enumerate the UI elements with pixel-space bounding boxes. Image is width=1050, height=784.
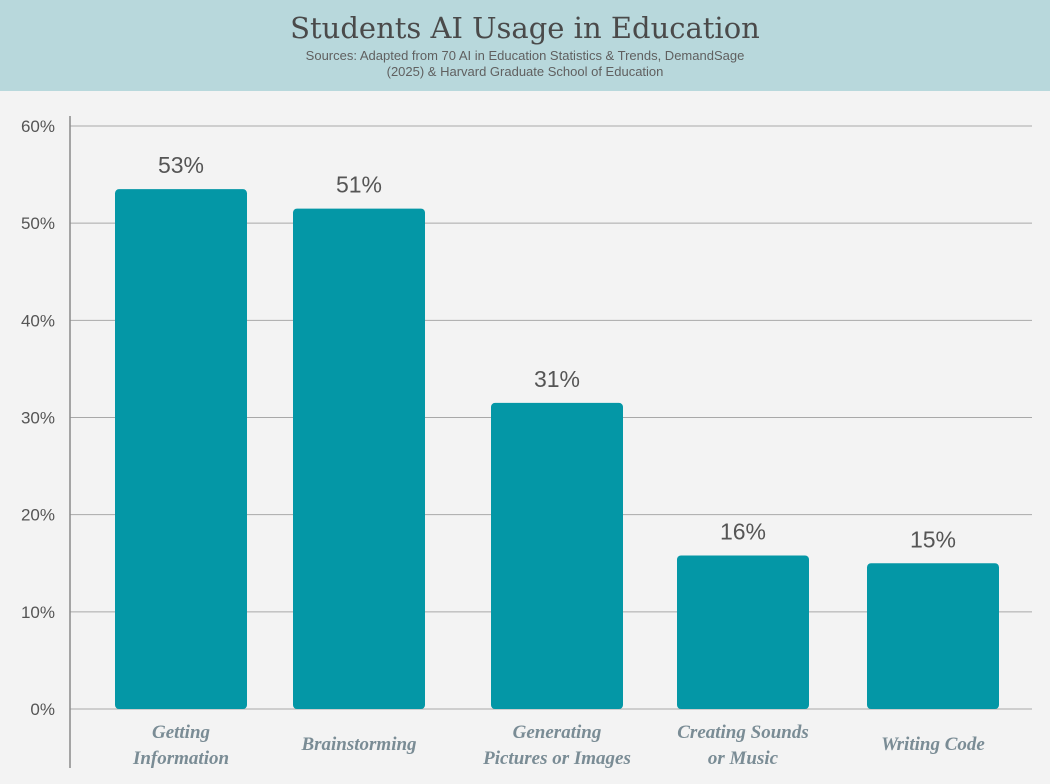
data-label: 51%: [336, 172, 382, 198]
data-labels: 53% 51% 31% 16% 15%: [158, 152, 956, 552]
data-label: 16%: [720, 518, 766, 544]
data-label: 15%: [910, 526, 956, 552]
y-tick-label: 20%: [21, 506, 55, 525]
bars: [115, 189, 999, 709]
y-tick-label: 60%: [21, 117, 55, 136]
chart-subtitle: Sources: Adapted from 70 AI in Education…: [225, 48, 825, 80]
y-axis-ticks: 0% 10% 20% 30% 40% 50% 60%: [21, 117, 55, 719]
subtitle-line-2: (2025) & Harvard Graduate School of Educ…: [386, 64, 664, 79]
subtitle-line-1: Sources: Adapted from 70 AI in Education…: [305, 48, 745, 63]
bar: [677, 555, 809, 709]
x-category-label: Brainstorming: [300, 734, 416, 755]
data-label: 53%: [158, 152, 204, 178]
category-labels: Getting Information Brainstorming Generatin…: [132, 722, 985, 769]
bar-chart: 0% 10% 20% 30% 40% 50% 60% 53% 51% 31% 16% 15% Get…: [21, 116, 1032, 769]
bar: [115, 189, 247, 709]
bar: [867, 563, 999, 709]
y-tick-label: 10%: [21, 603, 55, 622]
x-category-label: Creating Sounds or Music: [677, 722, 808, 769]
bar: [293, 208, 425, 709]
bar: [491, 402, 623, 709]
y-tick-label: 40%: [21, 311, 55, 330]
data-label: 31%: [534, 366, 580, 392]
x-category-label: Generating Pictures or Images: [482, 722, 631, 769]
x-category-label: Getting Information: [132, 722, 229, 769]
x-category-label: Writing Code: [881, 734, 985, 755]
y-tick-label: 50%: [21, 214, 55, 233]
chart-header: Students AI Usage in Education Sources: …: [0, 0, 1050, 91]
y-tick-label: 30%: [21, 409, 55, 428]
chart-title: Students AI Usage in Education: [290, 11, 760, 45]
y-tick-label: 0%: [30, 700, 55, 719]
